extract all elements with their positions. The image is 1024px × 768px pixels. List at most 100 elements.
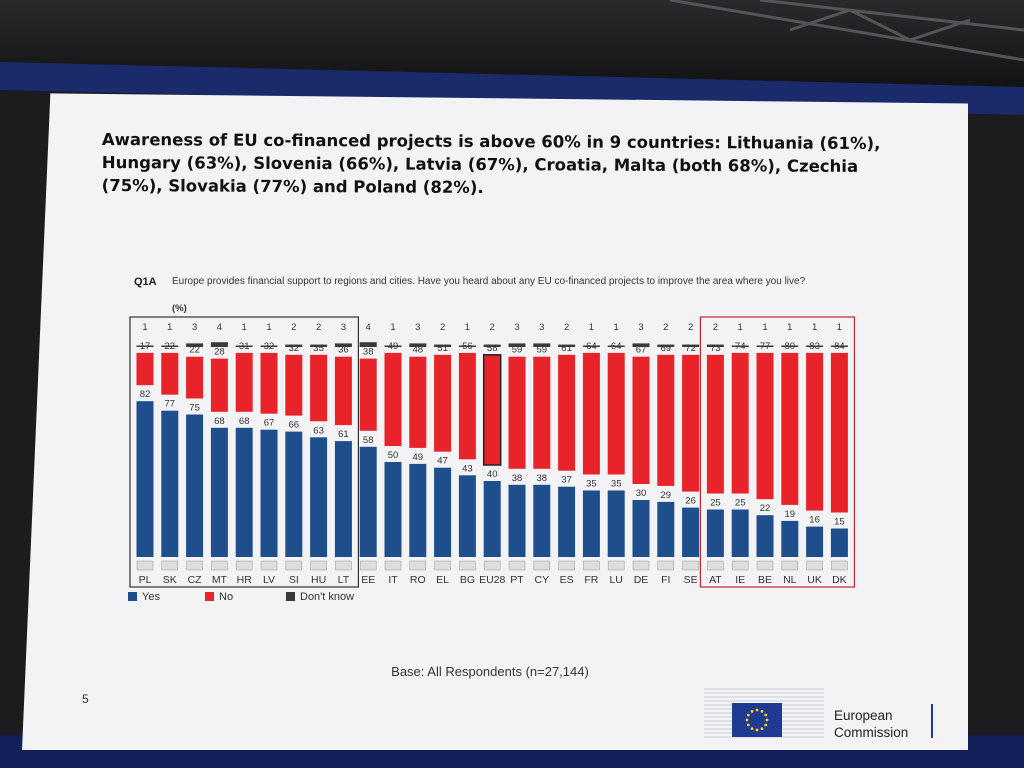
bar-dontknow-CZ: [186, 343, 204, 347]
flag-icon-NL: [781, 560, 799, 571]
label-yes-DE: 30: [636, 488, 647, 499]
label-dontknow-FR: 1: [589, 322, 594, 333]
bar-no-SI: [285, 354, 303, 416]
label-dontknow-RO: 3: [415, 322, 420, 333]
bar-dontknow-CY: [533, 343, 551, 347]
logo-line-2: Commission: [834, 725, 909, 740]
flag-icon-RO: [409, 560, 427, 571]
bar-dontknow-IE: [731, 345, 749, 347]
unit-label: (%): [172, 303, 187, 314]
label-no-CZ: 22: [189, 345, 200, 356]
category-label-DE: DE: [634, 574, 649, 586]
category-label-SE: SE: [684, 574, 698, 586]
logo-line-1: European: [834, 708, 893, 723]
flag-icon-BE: [756, 560, 774, 571]
category-label-EL: EL: [436, 574, 449, 586]
category-label-DK: DK: [832, 574, 847, 586]
label-dontknow-PT: 3: [514, 322, 519, 333]
label-yes-HR: 68: [239, 416, 250, 427]
flag-icon-DE: [632, 560, 650, 571]
bar-no-SK: [161, 352, 179, 395]
bar-no-SE: [682, 354, 700, 492]
bar-dontknow-HR: [235, 345, 253, 347]
label-yes-LT: 61: [338, 429, 349, 440]
label-yes-BG: 43: [462, 463, 473, 474]
bar-dontknow-HU: [310, 344, 328, 347]
label-yes-ES: 37: [561, 475, 572, 486]
bar-no-UK: [806, 352, 824, 511]
bar-yes-SK: [161, 410, 179, 557]
label-dontknow-ES: 2: [564, 322, 569, 333]
label-dontknow-HU: 2: [316, 322, 321, 333]
bar-yes-MT: [210, 427, 228, 557]
label-yes-HU: 63: [313, 425, 324, 436]
bar-no-LT: [334, 356, 352, 426]
label-yes-SK: 77: [165, 399, 176, 410]
bar-no-ES: [558, 354, 576, 471]
label-yes-LU: 35: [611, 479, 622, 490]
bar-no-CY: [533, 356, 551, 469]
bar-yes-PL: [136, 401, 154, 557]
bar-no-EL: [434, 354, 452, 452]
slide-number: 5: [82, 692, 89, 706]
bar-dontknow-IT: [384, 345, 402, 347]
bar-no-PT: [508, 356, 526, 469]
label-dontknow-DE: 3: [638, 322, 643, 333]
label-no-SI: 32: [289, 343, 300, 354]
label-yes-PL: 82: [140, 389, 151, 400]
label-dontknow-LU: 1: [614, 322, 619, 333]
bar-yes-PT: [508, 484, 526, 557]
flag-icon-CZ: [186, 560, 203, 571]
bar-yes-DE: [632, 500, 650, 557]
label-no-SE: 72: [685, 343, 696, 354]
label-yes-DK: 15: [834, 517, 845, 528]
label-yes-EL: 47: [437, 456, 448, 467]
bar-yes-EL: [434, 467, 452, 557]
logo-divider: [931, 704, 933, 738]
label-dontknow-SI: 2: [291, 322, 296, 333]
flag-icon-UK: [806, 560, 823, 571]
label-dontknow-BE: 1: [762, 322, 767, 333]
bar-no-DK: [830, 352, 848, 513]
flag-icon-SI: [285, 560, 303, 571]
bar-dontknow-FR: [582, 345, 600, 347]
bar-dontknow-NL: [781, 345, 799, 347]
category-label-FI: FI: [661, 574, 670, 586]
bar-dontknow-LU: [607, 345, 625, 347]
label-yes-CY: 38: [537, 473, 548, 484]
bar-yes-EU28: [483, 481, 501, 557]
bar-no-EE: [359, 358, 377, 431]
flag-icon-IE: [731, 560, 749, 571]
bar-dontknow-DE: [632, 343, 650, 347]
bar-no-MT: [210, 358, 228, 412]
label-yes-FR: 35: [586, 479, 597, 490]
bar-no-RO: [409, 356, 427, 448]
flag-icon-AT: [707, 560, 724, 571]
label-dontknow-IE: 1: [738, 322, 743, 333]
question-code: Q1A: [134, 276, 157, 288]
label-yes-PT: 38: [512, 473, 523, 484]
flag-icon-PT: [508, 560, 526, 571]
label-no-PT: 59: [512, 345, 523, 356]
category-label-BE: BE: [758, 574, 772, 586]
bar-yes-LV: [260, 429, 278, 557]
bar-yes-DK: [830, 528, 848, 557]
bar-yes-CZ: [186, 414, 204, 557]
label-dontknow-UK: 1: [812, 322, 817, 333]
legend-label-3: Don't know: [300, 591, 354, 603]
bar-yes-RO: [409, 463, 427, 557]
category-label-SI: SI: [289, 574, 299, 586]
label-dontknow-LT: 3: [341, 322, 346, 333]
flag-icon-SK: [161, 560, 179, 571]
eu-flag-icon: [732, 703, 782, 737]
bar-dontknow-BG: [458, 345, 476, 347]
bar-yes-EE: [359, 446, 377, 557]
flag-icon-MT: [211, 560, 228, 571]
label-yes-BE: 22: [760, 503, 771, 514]
label-yes-IT: 50: [388, 450, 399, 461]
flag-icon-LT: [335, 560, 352, 571]
legend-label-2: No: [219, 591, 233, 603]
category-label-LT: LT: [338, 574, 350, 586]
flag-icon-ES: [558, 560, 575, 571]
